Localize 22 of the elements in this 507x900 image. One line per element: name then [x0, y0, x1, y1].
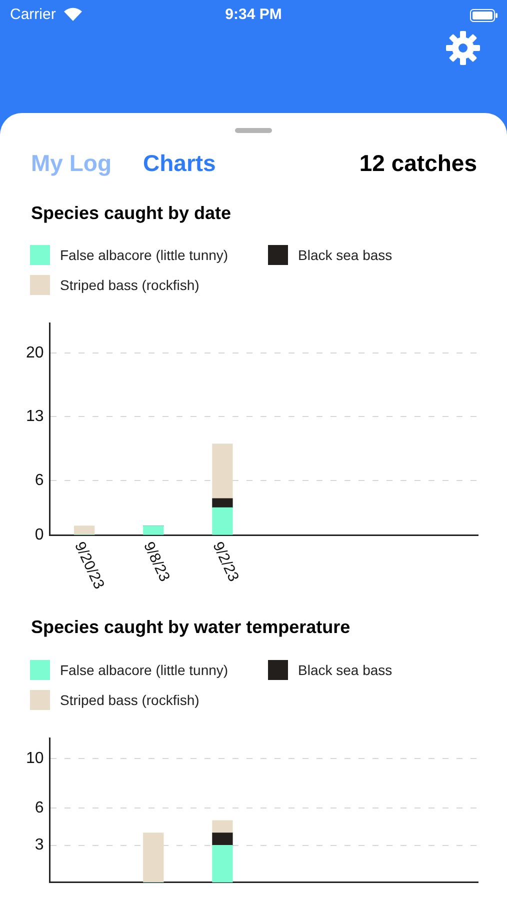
- legend-label: Black sea bass: [298, 662, 392, 678]
- y-tick-label: 0: [34, 526, 44, 544]
- chart-title: Species caught by water temperature: [31, 617, 350, 638]
- text: Charts: [143, 150, 216, 177]
- legend-label: False albacore (little tunny): [60, 247, 228, 263]
- y-tick-label: 10: [26, 750, 44, 768]
- y-tick-label: 6: [34, 472, 44, 489]
- text: 9:34 PM: [225, 6, 282, 23]
- y-tick-label: 13: [26, 408, 44, 426]
- legend-label: Striped bass (rockfish): [60, 277, 200, 293]
- legend-label: Black sea bass: [298, 247, 392, 263]
- legend-label: Striped bass (rockfish): [60, 692, 200, 708]
- x-tick-label: 9/2/23: [209, 539, 242, 584]
- chart-title: Species caught by date: [31, 203, 232, 224]
- y-tick-label: 3: [34, 836, 44, 854]
- x-tick-label: 9/8/23: [140, 539, 174, 584]
- y-tick-label: 20: [26, 344, 44, 362]
- text: Carrier: [10, 6, 56, 23]
- y-tick-label: 6: [34, 800, 44, 817]
- legend-label: False albacore (little tunny): [60, 662, 228, 678]
- text: 12 catches: [359, 150, 477, 177]
- text: My Log: [31, 150, 112, 177]
